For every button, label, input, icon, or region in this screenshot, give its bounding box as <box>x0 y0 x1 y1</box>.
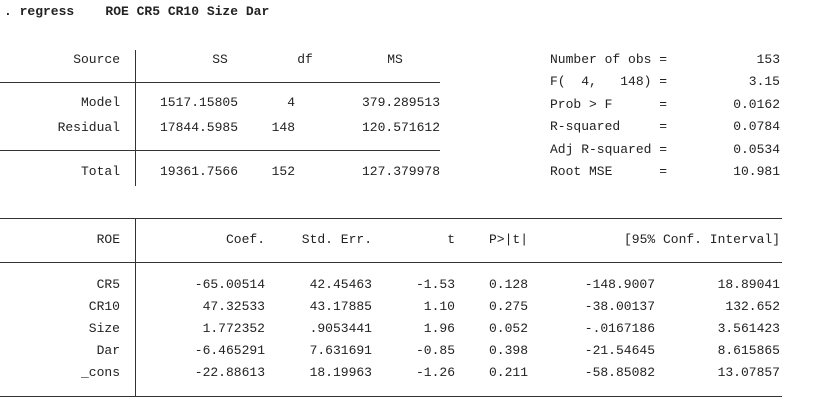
anova-cell: 1517.15805 <box>160 95 239 110</box>
anova-cell: 379.289513 <box>361 95 440 110</box>
coef-header: ROE <box>96 232 120 247</box>
coef-cell: 1.10 <box>423 299 455 314</box>
stat-label: Adj R-squared = <box>550 141 668 157</box>
rule <box>0 82 440 83</box>
anova-row-label: Total <box>80 164 120 179</box>
coef-cell: 8.615865 <box>717 343 780 358</box>
coef-cell: .9053441 <box>309 321 372 336</box>
coef-cell: 42.45463 <box>309 277 372 292</box>
coef-cell: 0.211 <box>488 365 528 380</box>
stat-value: 0.0162 <box>733 96 780 112</box>
coef-cell: 43.17885 <box>309 299 372 314</box>
coef-cell: 7.631691 <box>309 343 372 358</box>
anova-cell: 19361.7566 <box>160 164 239 179</box>
coef-cell: 0.398 <box>488 343 528 358</box>
coef-cell: 132.652 <box>725 299 780 314</box>
coef-header: [95% Conf. Interval] <box>623 232 780 247</box>
anova-cell: 152 <box>271 164 295 179</box>
anova-cell: 127.379978 <box>361 164 440 179</box>
coef-cell: 18.89041 <box>717 277 780 292</box>
coef-cell: 47.32533 <box>202 299 265 314</box>
rule <box>0 218 782 219</box>
stat-label: F( 4, 148) = <box>550 74 668 90</box>
coef-cell: -1.26 <box>415 365 455 380</box>
coef-row-label: _cons <box>80 365 120 380</box>
coef-cell: -148.9007 <box>584 277 655 292</box>
coef-cell: 0.275 <box>488 299 528 314</box>
stat-value: 153 <box>756 52 780 67</box>
rule <box>0 396 782 397</box>
stat-value: 3.15 <box>748 74 780 90</box>
coef-row-label: CR5 <box>96 277 120 292</box>
coef-cell: 0.052 <box>488 321 528 336</box>
rule <box>0 150 440 151</box>
stat-label: Prob > F = <box>550 96 668 112</box>
coef-cell: -58.85082 <box>584 365 655 380</box>
stat-value: 0.0534 <box>733 141 780 157</box>
anova-cell: 4 <box>287 95 295 110</box>
coef-cell: 1.96 <box>423 321 455 336</box>
command: . regress ROE CR5 CR10 Size Dar <box>4 4 270 19</box>
coef-cell: -21.54645 <box>584 343 655 358</box>
coef-row-label: Dar <box>96 343 120 358</box>
stat-label: R-squared = <box>550 119 668 135</box>
anova-row-label: Model <box>80 95 120 110</box>
coef-cell: 18.19963 <box>309 365 372 380</box>
coef-cell: 0.128 <box>488 277 528 292</box>
coef-row-label: CR10 <box>88 299 120 314</box>
coef-cell: -6.465291 <box>194 343 265 358</box>
coef-header: P>|t| <box>488 232 528 247</box>
stat-value: 0.0784 <box>733 119 780 135</box>
anova-cell: 148 <box>271 120 295 135</box>
rule <box>135 218 136 396</box>
coef-header: Coef. <box>225 232 265 247</box>
coef-cell: -65.00514 <box>194 277 265 292</box>
stat-value: 10.981 <box>733 164 780 179</box>
coef-cell: 13.07857 <box>717 365 780 380</box>
coef-cell: -.0167186 <box>584 321 655 336</box>
coef-cell: -38.00137 <box>584 299 655 314</box>
coef-header: Std. Err. <box>301 232 372 247</box>
coef-cell: -22.88613 <box>194 365 265 380</box>
anova-row-label: Residual <box>57 120 120 135</box>
anova-header: SS <box>212 52 228 67</box>
coef-cell: 1.772352 <box>202 321 265 336</box>
anova-header: Source <box>73 52 120 67</box>
anova-header: MS <box>387 52 403 67</box>
stat-label: Root MSE = <box>550 164 668 179</box>
rule <box>135 50 136 186</box>
rule <box>0 262 782 263</box>
coef-cell: -0.85 <box>415 343 455 358</box>
stat-label: Number of obs = <box>550 52 668 67</box>
anova-cell: 120.571612 <box>361 120 440 135</box>
coef-cell: -1.53 <box>415 277 455 292</box>
anova-header: df <box>297 52 313 67</box>
anova-cell: 17844.5985 <box>160 120 239 135</box>
coef-cell: 3.561423 <box>717 321 780 336</box>
coef-row-label: Size <box>88 321 120 336</box>
coef-header: t <box>447 232 455 247</box>
